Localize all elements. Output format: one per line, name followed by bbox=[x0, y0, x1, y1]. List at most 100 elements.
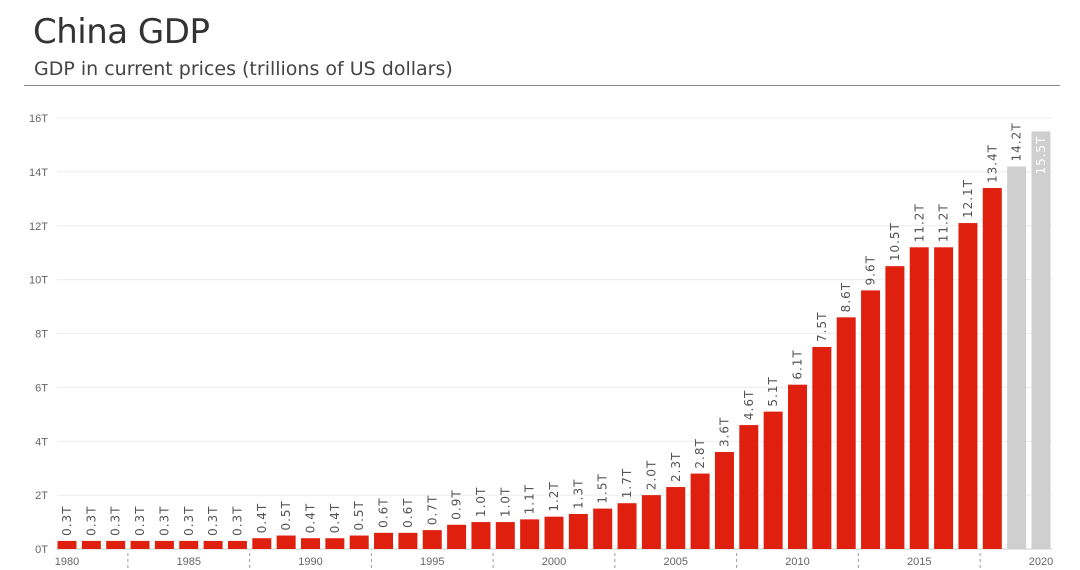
gdp-bar bbox=[544, 516, 564, 549]
gdp-bar bbox=[788, 384, 807, 549]
gdp-bar bbox=[1007, 166, 1027, 550]
gdp-bar bbox=[617, 503, 637, 549]
bar-value-label: 0.3T bbox=[206, 505, 220, 535]
gdp-bar bbox=[714, 452, 734, 549]
gdp-bar bbox=[398, 532, 418, 549]
gdp-bar bbox=[568, 513, 588, 549]
bar-value-label: 2.0T bbox=[644, 460, 658, 490]
bar-value-label: 11.2T bbox=[912, 203, 926, 242]
gdp-bar bbox=[106, 540, 126, 549]
bar-value-label: 15.5T bbox=[1034, 135, 1048, 174]
y-tick-label: 0T bbox=[35, 544, 48, 556]
gdp-bar bbox=[641, 495, 661, 549]
gdp-bar bbox=[471, 522, 491, 549]
x-tick-label: 1990 bbox=[298, 556, 322, 568]
gdp-bar bbox=[447, 524, 467, 549]
bar-value-label: 1.5T bbox=[596, 473, 610, 503]
bar-value-label: 0.3T bbox=[157, 505, 171, 535]
x-tick-label: 1985 bbox=[177, 556, 201, 568]
gdp-bar bbox=[861, 290, 881, 549]
chart-title: China GDP bbox=[33, 12, 210, 52]
header-divider bbox=[24, 85, 1060, 86]
gdp-bar bbox=[276, 535, 296, 549]
gdp-bar bbox=[325, 538, 345, 549]
gdp-bar bbox=[154, 540, 174, 549]
gdp-bar bbox=[495, 522, 515, 549]
gdp-bar bbox=[934, 247, 954, 550]
gdp-bar bbox=[958, 223, 978, 549]
gdp-bar bbox=[982, 188, 1002, 549]
gdp-bar bbox=[81, 540, 101, 549]
x-tick-label: 2005 bbox=[664, 556, 688, 568]
x-tick-label: 1995 bbox=[420, 556, 444, 568]
gdp-bar bbox=[739, 425, 759, 549]
gdp-bar bbox=[57, 540, 77, 549]
gdp-bar bbox=[885, 266, 905, 549]
y-tick-label: 16T bbox=[29, 113, 48, 125]
bar-value-label: 0.3T bbox=[60, 505, 74, 535]
bar-value-label: 0.3T bbox=[230, 505, 244, 535]
x-tick-label: 2000 bbox=[542, 556, 566, 568]
gdp-bar bbox=[836, 317, 856, 549]
bar-value-label: 0.3T bbox=[84, 505, 98, 535]
y-tick-label: 4T bbox=[35, 436, 48, 448]
y-tick-label: 6T bbox=[35, 382, 48, 394]
bar-value-label: 2.3T bbox=[669, 452, 683, 482]
bar-value-label: 1.0T bbox=[474, 487, 488, 517]
bar-value-label: 1.2T bbox=[547, 481, 561, 511]
bar-value-label: 0.6T bbox=[377, 497, 391, 527]
bar-value-label: 5.1T bbox=[766, 376, 780, 406]
gdp-bar bbox=[666, 487, 686, 549]
gdp-bar bbox=[130, 540, 150, 549]
bar-value-label: 11.2T bbox=[937, 203, 951, 242]
y-tick-label: 14T bbox=[29, 167, 48, 179]
gdp-bar bbox=[252, 538, 272, 549]
x-tick-label: 1980 bbox=[55, 556, 79, 568]
x-tick-label: 2020 bbox=[1029, 556, 1053, 568]
y-tick-label: 12T bbox=[29, 221, 48, 233]
bar-value-label: 0.3T bbox=[133, 505, 147, 535]
x-tick-label: 2010 bbox=[785, 556, 809, 568]
bar-value-label: 0.3T bbox=[182, 505, 196, 535]
gdp-bar bbox=[909, 247, 929, 550]
gdp-bar bbox=[374, 532, 394, 549]
y-tick-label: 8T bbox=[35, 329, 48, 341]
bar-value-label: 0.5T bbox=[352, 500, 366, 530]
gdp-bar bbox=[301, 538, 320, 549]
bar-value-label: 14.2T bbox=[1010, 122, 1024, 161]
y-tick-label: 2T bbox=[35, 490, 48, 502]
bar-value-label: 1.0T bbox=[498, 487, 512, 517]
gdp-bar bbox=[1031, 131, 1051, 549]
bar-value-label: 3.6T bbox=[717, 417, 731, 447]
gdp-bar bbox=[763, 411, 783, 549]
bar-value-label: 0.9T bbox=[450, 489, 464, 519]
bar-value-label: 0.3T bbox=[109, 505, 123, 535]
gdp-bar bbox=[593, 508, 613, 549]
bar-value-label: 0.6T bbox=[401, 497, 415, 527]
bar-value-label: 0.4T bbox=[328, 503, 342, 533]
bar-value-label: 8.6T bbox=[839, 282, 853, 312]
gdp-bar bbox=[227, 540, 247, 549]
bar-value-label: 9.6T bbox=[864, 255, 878, 285]
bar-value-label: 13.4T bbox=[985, 144, 999, 183]
gdp-bar bbox=[179, 540, 199, 549]
bar-value-label: 0.4T bbox=[255, 503, 269, 533]
gdp-bar bbox=[520, 519, 540, 549]
bar-value-label: 0.5T bbox=[279, 500, 293, 530]
y-tick-label: 10T bbox=[29, 275, 48, 287]
bar-value-label: 10.5T bbox=[888, 222, 902, 261]
gdp-bar bbox=[349, 535, 369, 549]
bar-value-label: 0.7T bbox=[425, 495, 439, 525]
bar-value-label: 0.4T bbox=[304, 503, 318, 533]
bar-value-label: 2.8T bbox=[693, 438, 707, 468]
chart-subtitle: GDP in current prices (trillions of US d… bbox=[34, 58, 453, 80]
bar-value-label: 1.3T bbox=[571, 479, 585, 509]
bar-value-label: 7.5T bbox=[815, 312, 829, 342]
bar-value-label: 1.1T bbox=[523, 484, 537, 514]
bar-value-label: 12.1T bbox=[961, 179, 975, 218]
x-tick-label: 2015 bbox=[907, 556, 931, 568]
gdp-bar bbox=[203, 540, 223, 549]
bar-value-label: 1.7T bbox=[620, 468, 634, 498]
bar-value-label: 4.6T bbox=[742, 390, 756, 420]
